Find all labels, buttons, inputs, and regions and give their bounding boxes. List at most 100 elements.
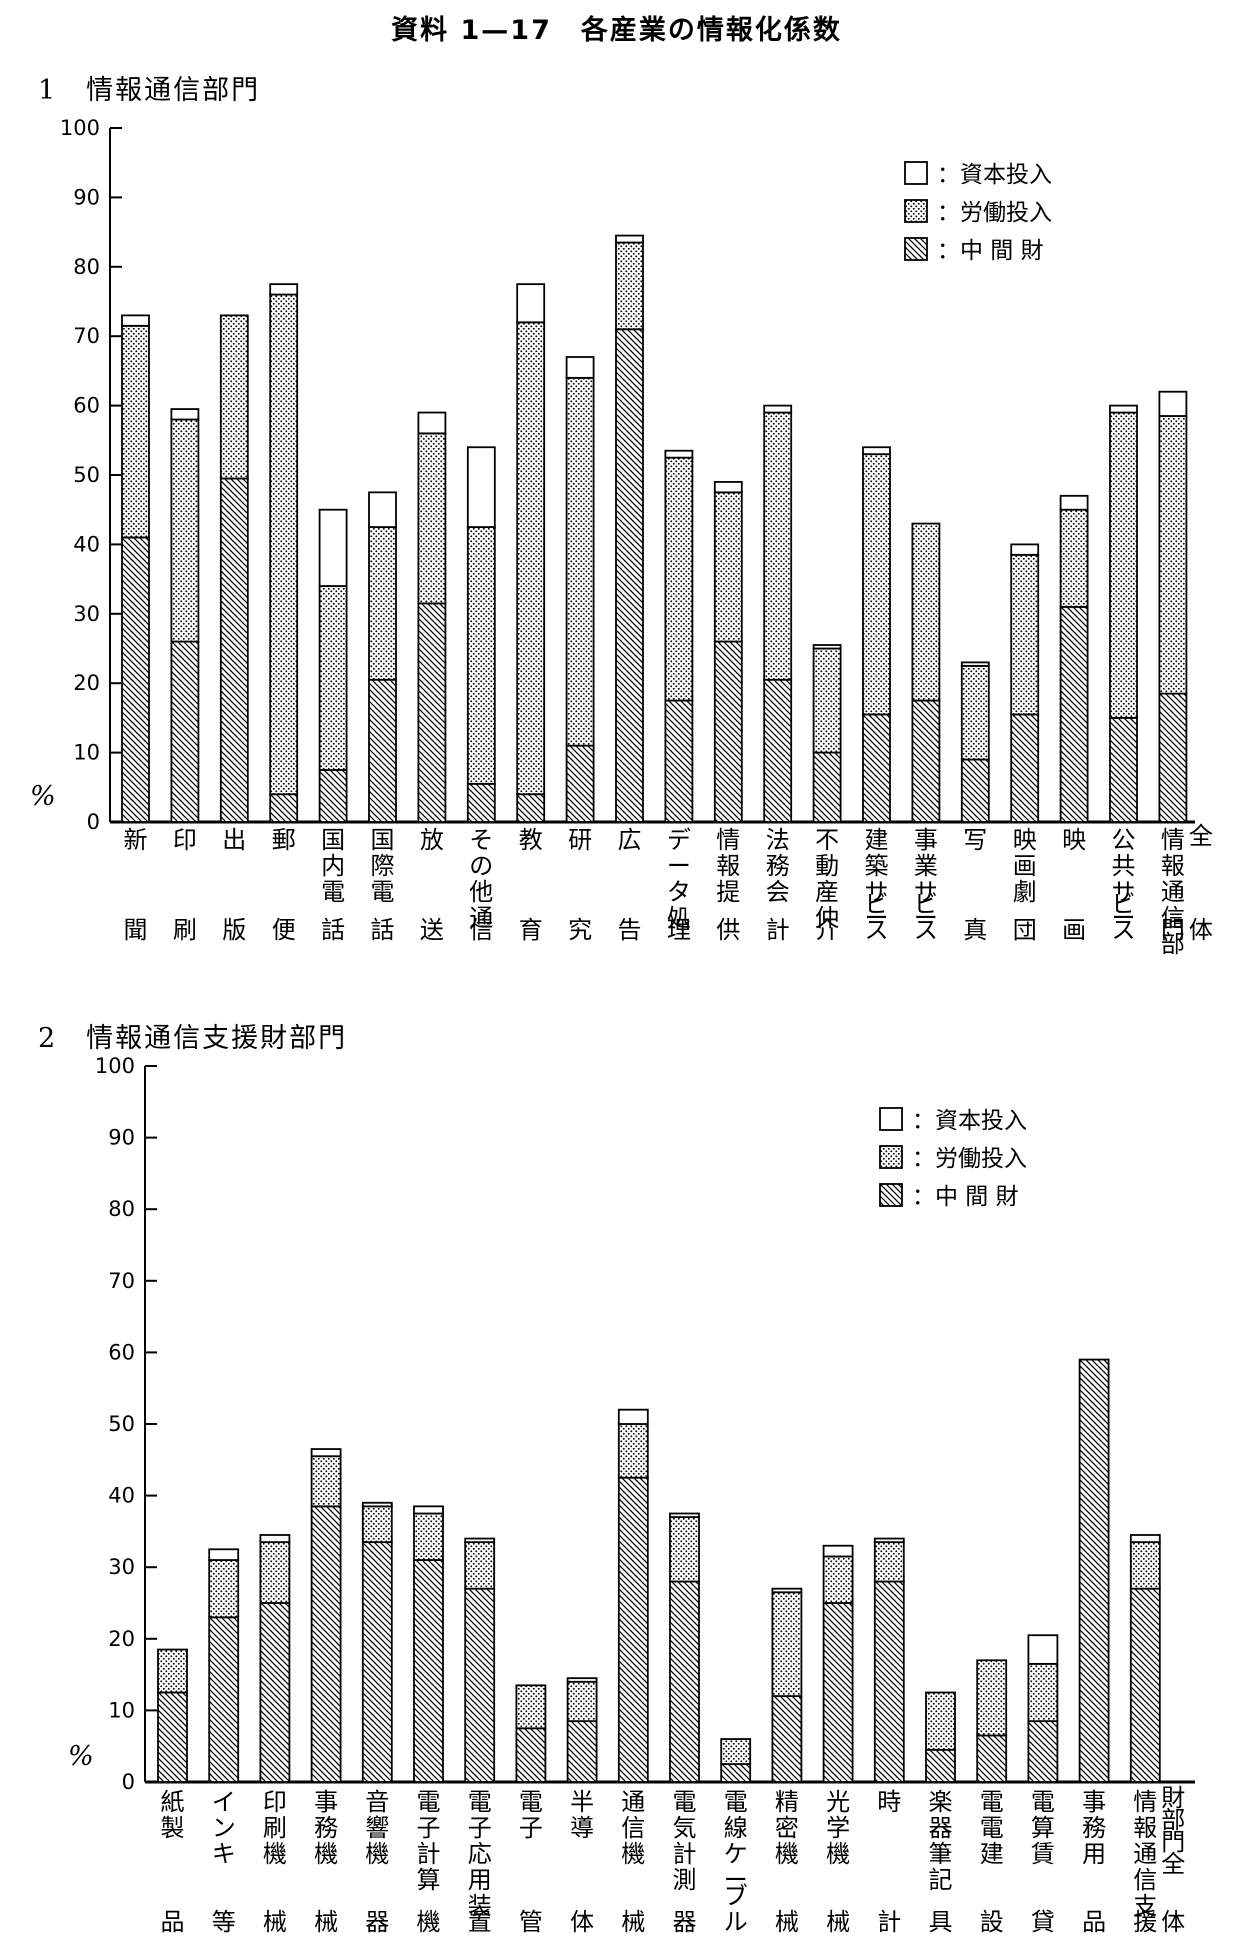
bar-segment-intermediate [617,1476,649,1783]
category-label-top-char: 賃 [1031,1840,1055,1868]
bar-segment-capital [617,1408,649,1425]
y-tick-label: 30 [108,1555,135,1579]
category-label-top: 半導 [570,1788,594,1842]
category-label-top-char: 機 [365,1840,389,1868]
category-label-top-char: 筆 [929,1840,953,1868]
bar-segment-labor [565,376,595,747]
bar-segment-intermediate [464,1587,496,1783]
category-label-top-char: 機 [775,1840,799,1868]
y-tick-label: 50 [108,1412,135,1436]
category-label-bottom: 体 [570,1908,594,1936]
bar-segment-capital [318,508,348,587]
category-label-bottom: 貸 [1031,1908,1055,1936]
category-label-top: 情報通信部 [1161,826,1185,958]
category-label-top-char: 事 [314,1788,338,1816]
category-label-bottom-char: 刷 [173,916,197,944]
bar-segment-intermediate [259,1602,291,1783]
category-label-top-char: 電 [468,1788,492,1816]
category-label-top-char: 際 [371,852,395,880]
category-label-top-char: 新 [124,826,148,854]
bar-segment-labor [812,647,842,754]
bar-segment-intermediate [1129,1587,1161,1783]
y-tick-label: 30 [73,602,100,626]
category-label-top-char: 電 [724,1788,748,1816]
bar-segment-capital [170,408,200,421]
category-label-bottom-char: 聞 [124,916,148,944]
category-label-bottom: 話 [371,916,395,944]
category-label-bottom-char: 械 [314,1908,338,1936]
bar-segment-intermediate [361,1541,393,1783]
category-label-bottom-char: 門 [1161,916,1185,944]
bar-segment-labor [1109,411,1138,719]
category-label-top-char: 測 [673,1866,697,1894]
category-label-top-char: 電 [673,1788,697,1816]
category-label-extra-bottom-char: 体 [1161,1908,1185,1936]
category-label-bottom-char: 話 [321,916,345,944]
bar-segment-intermediate [822,1602,854,1783]
bar-segment-labor [121,324,150,539]
bar-segment-labor [413,1512,444,1561]
legend-swatch [879,1107,903,1131]
category-label-top-char: ー [724,1866,748,1894]
category-label-top: 通信機 [621,1788,645,1868]
category-label-top-char: 画 [1013,852,1037,880]
chart-2-heading: 2 情報通信支援財部門 [38,1023,348,1054]
legend-label: ：中 間 財 [912,1184,1019,1210]
category-label-top-char: 写 [963,826,987,854]
category-label-top-char: 業 [914,852,938,880]
bar-segment-capital [121,314,150,327]
bar-segment-intermediate [413,1559,444,1783]
category-label-top-char: 電 [980,1788,1004,1816]
category-label-bottom: 究 [568,916,592,944]
category-label-top: 写 [963,826,987,854]
category-label-bottom: 送 [420,916,444,944]
y-tick-label: 40 [73,532,100,556]
category-label-extra-bottom-char: 体 [1189,916,1213,944]
category-label-top: 印 [173,826,197,854]
chart-2: 0102030405060708090100%紙製品インキ等印刷機械事務機械音響… [68,1054,1195,1936]
category-label-top: 映画劇 [1013,826,1037,906]
category-label-top-char: そ [469,826,493,854]
category-label-top-char: 公 [1112,826,1136,854]
category-label-bottom: 器 [365,1908,389,1936]
category-label-bottom-char: 品 [161,1908,185,1936]
category-label-bottom: 置 [468,1908,492,1936]
bar-segment-labor [368,526,397,681]
category-label-bottom-char: ブ [724,1882,748,1910]
legend-label: ：労働投入 [912,1146,1027,1172]
bar-segment-labor [617,1423,649,1479]
category-label-bottom-char: 便 [272,916,296,944]
category-label-top-char: 電 [1031,1788,1055,1816]
legend-label: ：資本投入 [937,162,1052,188]
category-label-top-char: ー [865,904,889,932]
category-label-top-char: 研 [568,826,592,854]
y-tick-label: 20 [73,671,100,695]
category-label-top-char: 通 [469,904,493,932]
category-label-bottom: 話 [321,916,345,944]
category-label-top-char: 機 [826,1840,850,1868]
bar-segment-capital [566,1677,598,1683]
category-label-top-char: 電 [980,1814,1004,1842]
bar-segment-labor [464,1541,496,1590]
category-label-top-char: 通 [1161,878,1185,906]
category-label-top-char: 建 [980,1840,1004,1868]
category-label-top-char: 印 [173,826,197,854]
legend-swatch [904,199,928,223]
category-label-top-char: 機 [621,1840,645,1868]
category-label-top-char: 教 [519,826,543,854]
category-label-top: 放 [420,826,444,854]
bar-segment-capital [1059,494,1089,511]
bar-segment-intermediate [713,640,743,823]
category-label-bottom: 介 [815,916,839,944]
bar-segment-intermediate [771,1695,803,1783]
category-label-top-char: 計 [673,1840,697,1868]
category-label-bottom: 供 [716,916,740,944]
category-label-bottom: 計 [766,916,790,944]
category-label-bottom-char: 介 [815,916,839,944]
category-label-top-char: 子 [468,1814,492,1842]
